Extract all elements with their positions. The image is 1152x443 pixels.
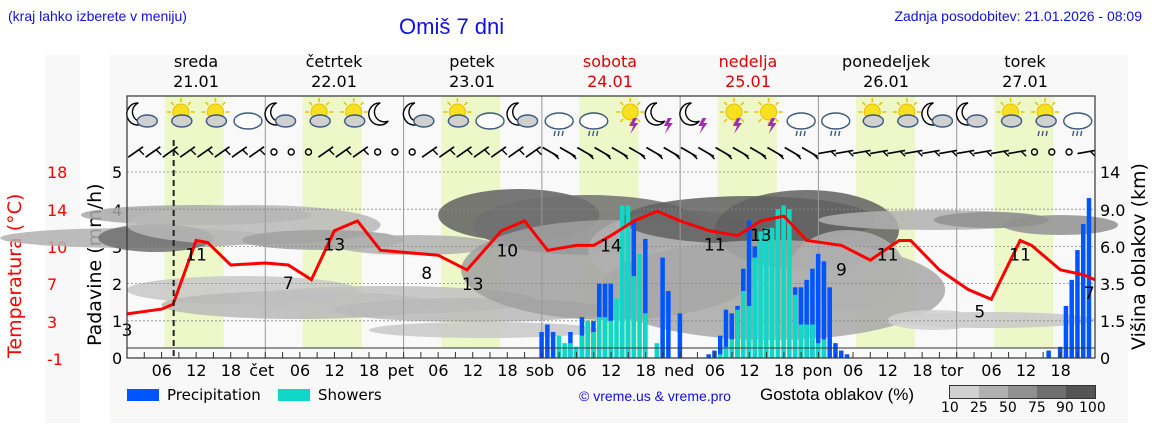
svg-text:11: 11: [877, 246, 899, 266]
hour-label: 18: [773, 361, 795, 380]
hour-label: 12: [739, 361, 760, 380]
precip-tick: 1: [112, 312, 123, 331]
day-header: sobota 24.01: [582, 52, 638, 91]
svg-text:14: 14: [600, 237, 622, 257]
cloud-height-tick: 1.5: [1100, 312, 1126, 331]
temperature-line: [126, 209, 1096, 316]
cloud-density-label: Gostota oblakov (%): [760, 385, 915, 404]
precipitation-bars: [539, 198, 1092, 358]
hour-label: 06: [704, 361, 726, 380]
cloud-height-tick: 0: [1100, 349, 1111, 368]
hour-ticks: [143, 352, 1079, 358]
scale-label: 75: [1028, 400, 1046, 416]
svg-text:13: 13: [462, 275, 484, 295]
scale-label: 90: [1056, 400, 1074, 416]
day-header: ponedeljek 26.01: [842, 52, 930, 91]
precip-tick: 2: [112, 275, 123, 294]
hour-label: 18: [359, 361, 380, 380]
day-header: petek 23.01: [449, 52, 495, 91]
scale-swatch: [979, 386, 1008, 398]
day-header: četrtek 22.01: [305, 52, 363, 91]
svg-text:7: 7: [1084, 284, 1095, 304]
scale-swatch: [1037, 386, 1066, 398]
svg-text:8: 8: [421, 264, 432, 284]
scale-swatch: [1008, 386, 1037, 398]
svg-text:5: 5: [974, 302, 985, 322]
weather-icons-row: [126, 98, 1093, 137]
last-updated: Zadnja posodobitev: 21.01.2026 - 08:09: [894, 8, 1142, 24]
scale-label: 25: [970, 400, 988, 416]
showers-legend-label: Showers: [318, 386, 382, 404]
svg-text:13: 13: [324, 236, 346, 256]
hour-label: 18: [635, 361, 656, 380]
hour-label: čet: [249, 361, 275, 380]
precipitation-legend-swatch: [127, 389, 159, 401]
cloud-density-scale: [949, 385, 1096, 399]
page-title: Omiš 7 dni: [399, 14, 505, 39]
svg-text:10: 10: [496, 242, 518, 262]
hour-label: 12: [877, 361, 898, 380]
hour-label: sob: [525, 361, 555, 380]
copyright-link[interactable]: © vreme.us & vreme.pro: [579, 388, 731, 404]
hour-label: 18: [220, 361, 242, 380]
day-header: torek 27.01: [1002, 52, 1048, 91]
temp-tick: 18: [47, 163, 68, 182]
svg-text:9: 9: [836, 260, 847, 280]
wind-barbs-row: [127, 146, 1096, 160]
day-header: nedelja 25.01: [718, 52, 778, 91]
hour-label: 12: [601, 361, 622, 380]
temp-tick: -1: [47, 350, 63, 369]
hour-label: 12: [462, 361, 484, 380]
precipitation-legend-label: Precipitation: [167, 386, 261, 404]
hour-label: 06: [289, 361, 311, 380]
svg-text:11: 11: [704, 236, 726, 256]
svg-text:7: 7: [283, 274, 294, 294]
scale-swatch: [950, 386, 979, 398]
showers-legend-swatch: [278, 389, 310, 401]
svg-text:13: 13: [750, 226, 772, 246]
cloud-height-tick: 9.0: [1100, 201, 1126, 220]
day-header: sreda 21.01: [173, 52, 219, 91]
hour-label: pet: [387, 361, 414, 380]
temp-tick: 3: [47, 313, 58, 332]
hour-label: 12: [1015, 361, 1037, 380]
hour-label: 12: [324, 361, 345, 380]
hour-label: 18: [1050, 361, 1071, 380]
hour-label: 18: [497, 361, 518, 380]
cloud-height-tick: 3.5: [1100, 275, 1126, 294]
cloud-height-tick: 6.0: [1100, 238, 1126, 257]
precip-tick: 0: [112, 349, 123, 368]
hour-label: 06: [428, 361, 449, 380]
scale-label: 100: [1079, 400, 1106, 416]
svg-text:11: 11: [1009, 246, 1031, 266]
hour-label: 06: [981, 361, 1002, 380]
hour-label: pon: [802, 361, 833, 380]
hour-label: 12: [186, 361, 207, 380]
hour-label: 06: [566, 361, 587, 380]
header-note: (kraj lahko izberete v meniju): [8, 8, 187, 24]
cloud-height-tick: 14: [1100, 163, 1121, 182]
scale-swatch: [1066, 386, 1095, 398]
scale-label: 10: [941, 400, 959, 416]
temp-tick: 14: [47, 201, 68, 220]
scale-label: 50: [999, 400, 1017, 416]
precip-tick: 5: [112, 163, 123, 182]
svg-text:11: 11: [185, 246, 207, 266]
hour-label: tor: [940, 361, 964, 380]
hour-label: 18: [912, 361, 933, 380]
temp-tick: 7: [47, 275, 58, 294]
hour-label: 06: [843, 361, 864, 380]
hour-label: 06: [151, 361, 172, 380]
hour-label: ned: [664, 361, 695, 380]
